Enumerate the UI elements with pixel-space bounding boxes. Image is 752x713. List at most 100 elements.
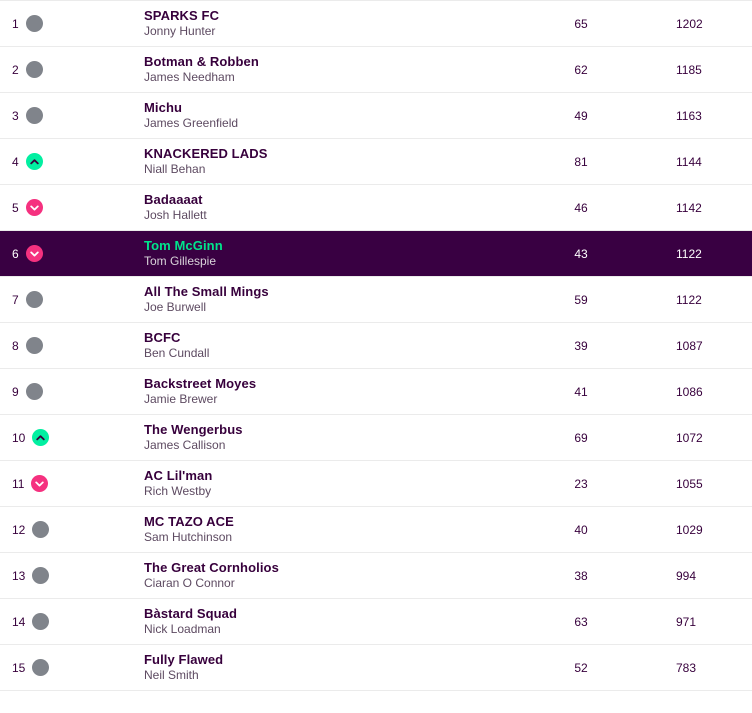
rank-cell: 4 [0, 153, 144, 170]
team-name-link[interactable]: KNACKERED LADS [144, 145, 268, 161]
team-cell: Tom McGinn Tom Gillespie [144, 237, 551, 269]
team-name-link[interactable]: Tom McGinn [144, 237, 223, 253]
rank-number: 7 [12, 292, 19, 307]
team-cell: MC TAZO ACE Sam Hutchinson [144, 513, 551, 545]
team-cell: All The Small Mings Joe Burwell [144, 283, 551, 315]
rank-number: 3 [12, 108, 19, 123]
manager-name: Ciaran O Connor [144, 575, 235, 590]
rank-number: 4 [12, 154, 19, 169]
no-movement-dot-icon [32, 567, 50, 584]
rank-number: 1 [12, 16, 19, 31]
team-name-link[interactable]: Botman & Robben [144, 53, 259, 69]
table-row[interactable]: 11 AC Lil'man Rich Westby 23 1055 [0, 461, 752, 507]
gameweek-points: 46 [574, 200, 588, 215]
total-points: 994 [676, 568, 697, 583]
manager-name: Niall Behan [144, 161, 206, 176]
total-points: 1055 [676, 476, 703, 491]
manager-name: Ben Cundall [144, 345, 210, 360]
table-row[interactable]: 3 Michu James Greenfield 49 1163 [0, 93, 752, 139]
no-movement-dot-icon [25, 383, 43, 400]
team-name-link[interactable]: SPARKS FC [144, 7, 220, 23]
manager-name: Jonny Hunter [144, 23, 216, 38]
gameweek-points: 49 [574, 108, 588, 123]
rank-cell: 8 [0, 337, 144, 354]
rank-cell: 1 [0, 15, 144, 32]
manager-name: Nick Loadman [144, 621, 221, 636]
team-name-link[interactable]: Backstreet Moyes [144, 375, 257, 391]
total-points: 1086 [676, 384, 703, 399]
table-row[interactable]: 8 BCFC Ben Cundall 39 1087 [0, 323, 752, 369]
chevron-up-icon [32, 429, 50, 446]
rank-cell: 9 [0, 383, 144, 400]
table-row[interactable]: 10 The Wengerbus James Callison 69 1072 [0, 415, 752, 461]
rank-number: 12 [12, 522, 26, 537]
rank-cell: 6 [0, 245, 144, 262]
team-cell: BCFC Ben Cundall [144, 329, 551, 361]
team-cell: Fully Flawed Neil Smith [144, 651, 551, 683]
table-row[interactable]: 4 KNACKERED LADS Niall Behan 81 1144 [0, 139, 752, 185]
gameweek-points: 23 [574, 476, 588, 491]
rank-number: 11 [12, 476, 25, 491]
rank-number: 13 [12, 568, 26, 583]
table-row[interactable]: 13 The Great Cornholios Ciaran O Connor … [0, 553, 752, 599]
total-points: 1142 [676, 200, 702, 215]
table-row[interactable]: 2 Botman & Robben James Needham 62 1185 [0, 47, 752, 93]
total-points: 1072 [676, 430, 703, 445]
total-points: 1087 [676, 338, 703, 353]
rank-cell: 2 [0, 61, 144, 78]
manager-name: Joe Burwell [144, 299, 207, 314]
table-row[interactable]: 15 Fully Flawed Neil Smith 52 783 [0, 645, 752, 691]
table-row[interactable]: 14 Bàstard Squad Nick Loadman 63 971 [0, 599, 752, 645]
total-points: 1163 [676, 108, 702, 123]
rank-cell: 3 [0, 107, 144, 124]
table-row[interactable]: 5 Badaaaat Josh Hallett 46 1142 [0, 185, 752, 231]
team-name-link[interactable]: All The Small Mings [144, 283, 269, 299]
total-points: 1122 [676, 246, 702, 261]
table-row[interactable]: 7 All The Small Mings Joe Burwell 59 112… [0, 277, 752, 323]
manager-name: James Callison [144, 437, 226, 452]
team-name-link[interactable]: Badaaaat [144, 191, 203, 207]
team-cell: KNACKERED LADS Niall Behan [144, 145, 551, 177]
gameweek-points: 39 [574, 338, 588, 353]
gameweek-points: 43 [574, 246, 588, 261]
rank-number: 9 [12, 384, 19, 399]
rank-number: 10 [12, 430, 26, 445]
team-name-link[interactable]: AC Lil'man [144, 467, 213, 483]
manager-name: Rich Westby [144, 483, 212, 498]
manager-name: James Greenfield [144, 115, 239, 130]
team-name-link[interactable]: BCFC [144, 329, 181, 345]
team-name-link[interactable]: The Wengerbus [144, 421, 243, 437]
rank-cell: 10 [0, 429, 144, 446]
manager-name: Sam Hutchinson [144, 529, 233, 544]
no-movement-dot-icon [32, 659, 50, 676]
table-row-highlighted[interactable]: 6 Tom McGinn Tom Gillespie 43 1122 [0, 231, 752, 277]
rank-cell: 11 [0, 475, 144, 492]
rank-number: 14 [12, 614, 26, 629]
team-cell: AC Lil'man Rich Westby [144, 467, 551, 499]
team-cell: The Wengerbus James Callison [144, 421, 551, 453]
team-name-link[interactable]: Bàstard Squad [144, 605, 238, 621]
total-points: 1122 [676, 292, 702, 307]
team-name-link[interactable]: The Great Cornholios [144, 559, 279, 575]
no-movement-dot-icon [32, 521, 50, 538]
rank-cell: 14 [0, 613, 144, 630]
team-name-link[interactable]: Michu [144, 99, 183, 115]
manager-name: Jamie Brewer [144, 391, 218, 406]
chevron-down-icon [25, 245, 43, 262]
rank-number: 6 [12, 246, 19, 261]
league-standings-table: 1 SPARKS FC Jonny Hunter 65 1202 2 Botma… [0, 0, 752, 691]
team-cell: Badaaaat Josh Hallett [144, 191, 551, 223]
total-points: 971 [676, 614, 697, 629]
team-cell: The Great Cornholios Ciaran O Connor [144, 559, 551, 591]
rank-number: 8 [12, 338, 19, 353]
table-row[interactable]: 9 Backstreet Moyes Jamie Brewer 41 1086 [0, 369, 752, 415]
table-row[interactable]: 12 MC TAZO ACE Sam Hutchinson 40 1029 [0, 507, 752, 553]
chevron-down-icon [31, 475, 49, 492]
gameweek-points: 81 [574, 154, 588, 169]
team-name-link[interactable]: Fully Flawed [144, 651, 224, 667]
table-row[interactable]: 1 SPARKS FC Jonny Hunter 65 1202 [0, 1, 752, 47]
manager-name: James Needham [144, 69, 235, 84]
team-name-link[interactable]: MC TAZO ACE [144, 513, 234, 529]
manager-name: Neil Smith [144, 667, 199, 682]
manager-name: Tom Gillespie [144, 253, 217, 268]
